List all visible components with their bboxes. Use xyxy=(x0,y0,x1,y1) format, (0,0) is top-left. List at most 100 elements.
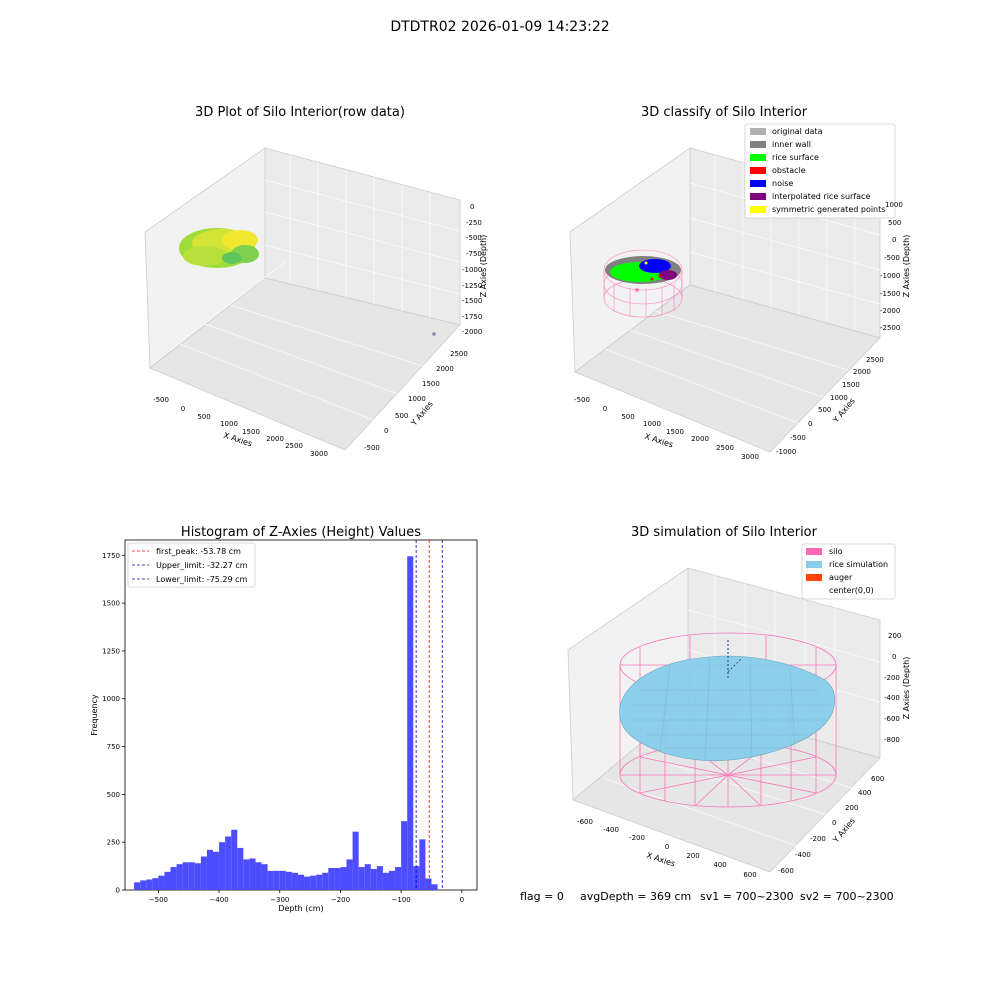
histogram-ytick-label: 750 xyxy=(107,743,120,751)
plot2-title: 3D classify of Silo Interior xyxy=(641,105,808,120)
plot4-xtick-label: 200 xyxy=(686,852,699,860)
plot2-panel: 3D classify of Silo Interior xyxy=(569,105,911,461)
plot1-ztick-label: -1250 xyxy=(462,282,482,290)
histogram-bar xyxy=(401,821,408,890)
plot1-ztick-label: -1500 xyxy=(462,297,482,305)
plot2-ytick-label: -1000 xyxy=(776,448,796,456)
plot4-ztick-label: -400 xyxy=(884,694,900,702)
legend-label: interpolated rice surface xyxy=(772,192,870,201)
plot1-ztick-label: -1750 xyxy=(462,313,482,321)
plot4-ytick-label: 600 xyxy=(871,775,884,783)
plot1-ztick-label: 0 xyxy=(470,203,474,211)
plot2-ytick-label: 1000 xyxy=(830,394,848,402)
plot2-xtick-labels: -500 0 500 1000 1500 2000 2500 3000 xyxy=(574,396,759,461)
plot2-xtick-label: 2500 xyxy=(716,444,734,452)
histogram-plot-area xyxy=(124,539,478,891)
plot1-ytick-label: 0 xyxy=(384,427,388,435)
plot1-title: 3D Plot of Silo Interior(row data) xyxy=(195,105,405,120)
histogram-bar xyxy=(152,878,159,890)
plot2-ztick-label: -500 xyxy=(884,254,900,262)
histogram-bar xyxy=(219,842,226,890)
histogram-xtick-label: −300 xyxy=(270,896,289,904)
histogram-bar xyxy=(261,864,268,890)
plot4-legend-frame xyxy=(801,543,896,600)
plot2-ytick-label: 0 xyxy=(808,420,812,428)
plot4-xtick-label: 0 xyxy=(665,843,669,851)
legend-swatch-original-data xyxy=(750,128,766,135)
histogram-bar xyxy=(140,880,147,890)
histogram-bar xyxy=(158,875,165,890)
legend-label: silo xyxy=(829,547,843,556)
plot1-ytick-label: 1000 xyxy=(408,395,426,403)
legend-label: inner wall xyxy=(772,140,811,149)
plot4-ytick-label: 0 xyxy=(832,819,836,827)
plot1-ytick-label: 1500 xyxy=(422,380,440,388)
plot4-ytick-label: 200 xyxy=(845,804,858,812)
histogram-bar xyxy=(352,831,359,890)
plot4-zlabel: Z Axies (Depth) xyxy=(902,657,911,720)
legend-label: noise xyxy=(772,179,793,188)
plot1-ytick-label: 2500 xyxy=(450,350,468,358)
plot4-xlabel: X Axies xyxy=(645,851,676,869)
plot1-xtick-label: -500 xyxy=(153,396,169,404)
histogram-bar xyxy=(322,872,329,890)
histogram-xlabel: Depth (cm) xyxy=(278,904,323,913)
histogram-ytick-label: 1750 xyxy=(102,552,120,560)
plot1-xtick-label: 2000 xyxy=(266,435,284,443)
plot4-ytick-label: -200 xyxy=(810,835,826,843)
histogram-bar xyxy=(279,870,286,890)
plot1-ztick-label: -250 xyxy=(466,219,482,227)
plot2-xtick-label: 0 xyxy=(603,405,607,413)
legend-swatch-rice-simulation xyxy=(806,561,822,568)
histogram-ylabel: Frequency xyxy=(90,694,99,736)
plot4-title: 3D simulation of Silo Interior xyxy=(631,525,818,540)
histogram-ytick-label: 1000 xyxy=(102,695,120,703)
plot4-panel: 3D simulation of Silo Interior xyxy=(567,525,911,879)
histogram-bar xyxy=(249,858,256,890)
plot2-legend-frame xyxy=(744,123,896,219)
plot4-xtick-labels: -600 -400 -200 0 200 400 600 xyxy=(577,818,757,879)
histogram-ytick-label: 1250 xyxy=(102,647,120,655)
legend-swatch-obstacle xyxy=(750,167,766,174)
plot1-floor-pane xyxy=(149,277,461,451)
plot1-ytick-labels: -500 0 500 1000 1500 2000 2500 xyxy=(364,350,468,452)
footer-sv1: sv1 = 700~2300 xyxy=(700,890,794,903)
plot4-xtick-label: -600 xyxy=(577,818,593,826)
plot4-rice-surface xyxy=(619,655,836,762)
histogram-bar xyxy=(176,864,183,890)
plot4-ztick-label: 200 xyxy=(888,632,901,640)
histogram-legend-frame xyxy=(127,542,256,588)
plot1-panel: 3D Plot of Silo Interior(row data) -500 … xyxy=(144,105,488,458)
histogram-bar xyxy=(267,870,274,890)
figure-suptitle: DTDTR02 2026-01-09 14:23:22 xyxy=(390,19,609,35)
plot2-xtick-label: 500 xyxy=(621,413,634,421)
legend-swatch-silo xyxy=(806,548,822,555)
histogram-bar xyxy=(376,866,383,890)
plot2-ztick-label: -2500 xyxy=(880,324,900,332)
histogram-bar xyxy=(407,556,414,890)
plot1-outlier-point xyxy=(432,332,436,336)
histogram-xtick-label: −200 xyxy=(331,896,350,904)
histogram-title: Histogram of Z-Axies (Height) Values xyxy=(181,525,421,540)
histogram-xtick-label: −100 xyxy=(392,896,411,904)
histogram-bar xyxy=(213,851,220,890)
histogram-bar xyxy=(285,871,292,890)
plot2-ytick-label: 2500 xyxy=(866,356,884,364)
legend-swatch-rice-surface xyxy=(750,154,766,161)
plot2-zlabel: Z Axies (Depth) xyxy=(902,235,911,298)
plot2-classified-points xyxy=(605,256,681,292)
histogram-bar xyxy=(237,847,244,890)
plot2-ytick-label: 500 xyxy=(818,406,831,414)
histogram-panel: Histogram of Z-Axies (Height) Values −50… xyxy=(90,525,478,913)
plot4-auger-arm xyxy=(727,657,743,673)
histogram-bar xyxy=(170,867,177,890)
plot2-xtick-label: 3000 xyxy=(741,453,759,461)
plot4-xtick-label: -200 xyxy=(629,834,645,842)
plot4-rice-mesh xyxy=(630,657,830,763)
histogram-bar xyxy=(273,870,280,890)
plot2-ztick-labels: 1000 500 0 -500 -1000 -1500 -2000 -2500 xyxy=(880,201,903,332)
plot4-ztick-label: -200 xyxy=(884,674,900,682)
histogram-bar xyxy=(328,868,335,890)
plot4-xtick-label: -400 xyxy=(603,826,619,834)
